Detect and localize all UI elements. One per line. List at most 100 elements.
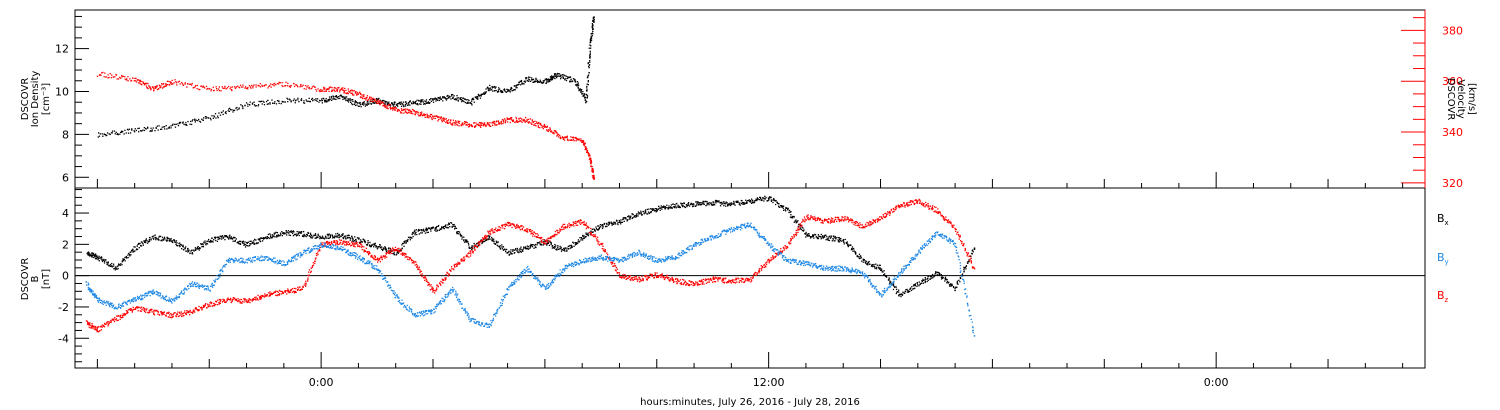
bx-series-point xyxy=(577,241,579,243)
bx-series-point xyxy=(216,240,219,242)
velocity-series-point xyxy=(487,122,489,124)
bz-series-point xyxy=(390,248,392,250)
bx-series-point xyxy=(382,249,384,252)
velocity-series-point xyxy=(223,87,225,90)
ion-density-series-point xyxy=(511,90,513,92)
bx-series-point xyxy=(454,227,456,229)
velocity-series-point xyxy=(528,118,530,120)
bx-series-point xyxy=(150,238,152,240)
ion-density-series-point xyxy=(558,75,561,77)
velocity-series-point xyxy=(395,106,397,109)
velocity-series-point xyxy=(590,157,592,160)
velocity-series-point xyxy=(392,109,394,111)
bx-series-point xyxy=(680,202,682,204)
ion-density-series-point xyxy=(166,128,168,130)
velocity-series-point xyxy=(588,152,590,155)
velocity-series-point xyxy=(414,114,416,116)
velocity-series-point xyxy=(170,83,172,85)
bx-series-point xyxy=(664,208,666,210)
bz-series-point xyxy=(246,301,249,304)
bz-series-point xyxy=(126,312,128,314)
bx-series-point xyxy=(677,206,679,208)
velocity-series-point xyxy=(339,89,341,91)
bx-series-point xyxy=(828,239,831,242)
bx-series-point xyxy=(305,233,308,236)
bz-series-point xyxy=(370,255,372,257)
bz-series-point xyxy=(502,224,504,226)
ion-density-series-point xyxy=(260,100,262,102)
bx-series-point xyxy=(839,238,841,241)
bx-series-point xyxy=(519,247,521,250)
ion-density-series-point xyxy=(447,94,449,97)
bx-series-point xyxy=(693,205,695,207)
bx-series-point xyxy=(456,231,458,233)
bx-series-point xyxy=(898,293,901,296)
bz-series-point xyxy=(169,314,171,316)
ion-density-series-point xyxy=(593,21,595,23)
bz-series-point xyxy=(517,226,519,228)
bx-series-point xyxy=(159,235,162,238)
velocity-series-point xyxy=(311,86,313,88)
bx-series-point xyxy=(648,208,650,210)
bz-series-point xyxy=(454,263,456,265)
bz-series-point xyxy=(495,230,498,232)
bx-series-point xyxy=(904,290,906,292)
bx-series-point xyxy=(575,243,577,245)
ion-density-series-point xyxy=(562,77,564,79)
bx-series-point xyxy=(823,236,826,238)
bz-series-point xyxy=(567,224,569,226)
bx-series-point xyxy=(778,206,780,208)
bx-series-point xyxy=(136,248,139,251)
ion-density-series-point xyxy=(272,102,274,104)
bx-series-point xyxy=(705,205,707,207)
ion-density-series-point xyxy=(394,103,396,105)
bx-series-point xyxy=(941,275,944,277)
velocity-series-point xyxy=(330,86,332,88)
velocity-series-point xyxy=(374,98,376,100)
bx-series-point xyxy=(659,207,661,209)
bz-series-point xyxy=(405,253,407,256)
bx-series-point xyxy=(374,242,376,244)
bz-series-point xyxy=(497,229,499,231)
bz-series-point xyxy=(540,240,542,242)
bz-series-point xyxy=(129,308,131,310)
bx-series-point xyxy=(630,215,632,217)
ion-density-series-point xyxy=(340,94,342,96)
bz-series-point xyxy=(344,241,346,244)
velocity-series-point xyxy=(585,148,587,150)
ion-density-series-point xyxy=(419,103,421,105)
velocity-series-point xyxy=(179,83,181,85)
velocity-series-point xyxy=(589,155,591,157)
ion-density-series-point xyxy=(434,97,436,99)
bx-series-point xyxy=(686,204,688,207)
bz-series-point xyxy=(412,261,415,263)
bx-series-point xyxy=(273,235,275,237)
bz-series-point xyxy=(161,311,163,314)
velocity-series-point xyxy=(263,84,265,87)
velocity-series-point xyxy=(590,163,592,165)
bx-series-point xyxy=(214,237,216,240)
ion-density-series-point xyxy=(563,74,565,76)
bz-series-point xyxy=(429,285,431,287)
bx-series-point xyxy=(579,237,581,239)
ion-density-series-point xyxy=(388,103,390,105)
bx-series-point xyxy=(125,256,127,258)
velocity-series-point xyxy=(481,122,483,124)
bz-series-point xyxy=(552,235,554,237)
velocity-series-point xyxy=(504,122,506,124)
velocity-series-point xyxy=(275,84,277,86)
velocity-series-point xyxy=(571,139,573,141)
bx-series-point xyxy=(563,249,565,251)
ion-density-series-point xyxy=(443,97,446,99)
bx-series-point xyxy=(538,242,540,244)
bx-series-point xyxy=(805,233,807,235)
ion-density-series-point xyxy=(589,44,591,46)
bz-series-point xyxy=(85,320,88,322)
bx-series-point xyxy=(260,237,262,239)
ion-density-series-point xyxy=(121,131,123,133)
velocity-series-point xyxy=(343,90,345,92)
bx-series-point xyxy=(810,236,812,238)
bz-series-point xyxy=(446,271,448,273)
bx-series-point xyxy=(329,234,331,236)
bz-series-point xyxy=(335,242,337,244)
